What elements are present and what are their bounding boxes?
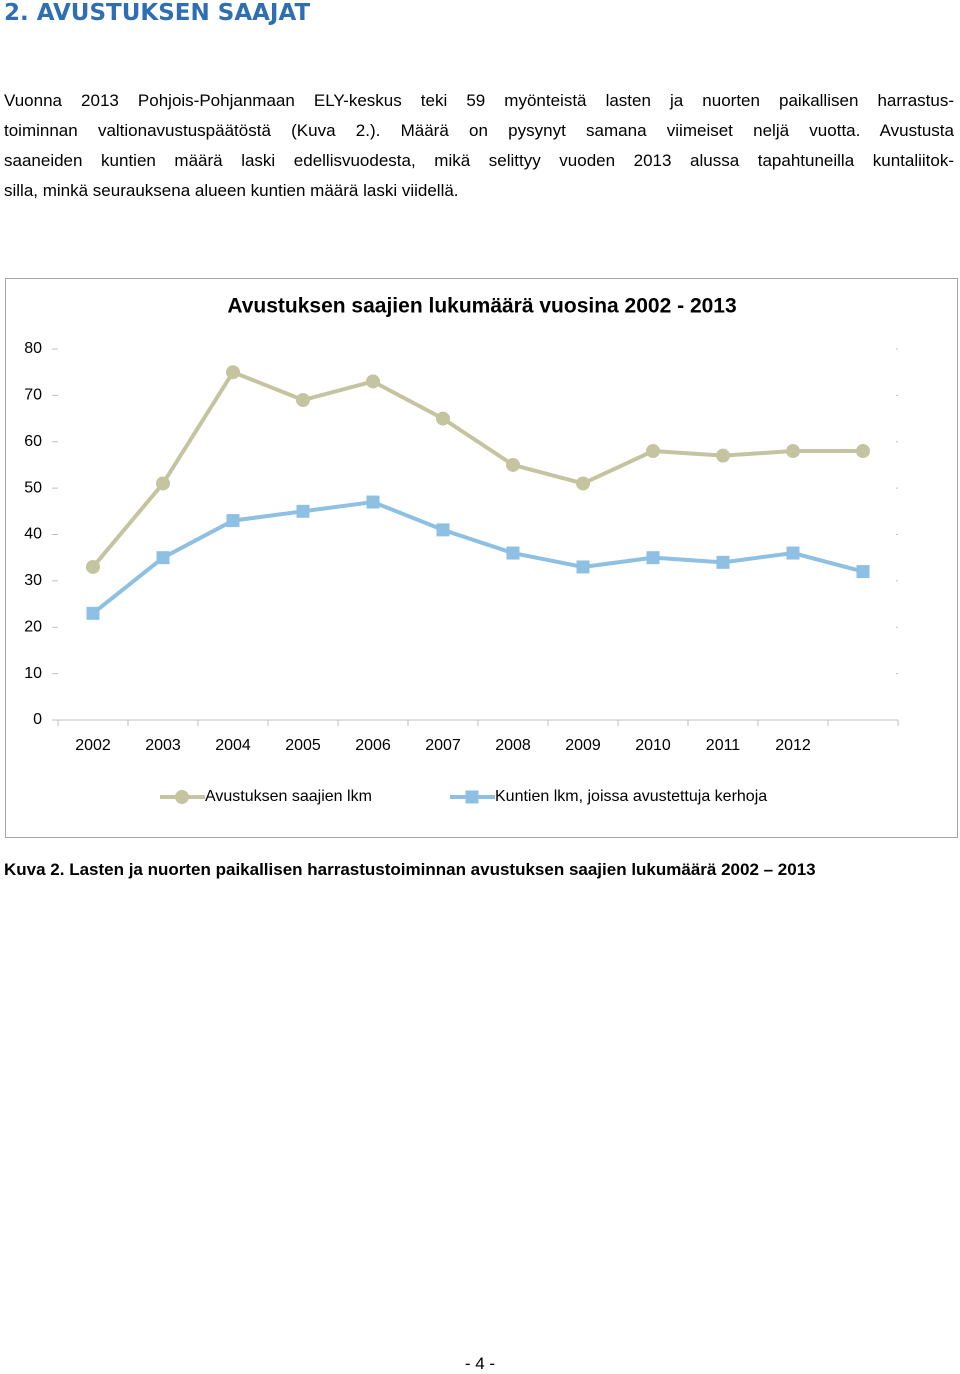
line: Vuonna 2013 Pohjois-Pohjanmaan ELY-kesku… [4,91,954,110]
data-point [786,546,800,560]
data-point [576,560,590,574]
heading: 2. AVUSTUKSEN SAAJAT [4,0,311,26]
data-point [856,444,870,459]
data-point [156,551,170,565]
data-point [506,546,520,560]
x-tick-label: 2005 [285,737,321,754]
series-line [91,369,863,569]
x-tick-label: 2012 [775,737,811,754]
data-point [296,504,310,518]
x-tick-label: 2009 [565,737,601,754]
paragraph: Vuonna 2013 Pohjois-Pohjanmaan ELY-kesku… [4,86,954,206]
data-point [576,476,590,491]
x-tick-label: 2003 [145,737,181,754]
x-tick-label: 2008 [495,737,531,754]
data-point [716,555,730,569]
legend-label: Kuntien lkm, joissa avustettuja kerhoja [495,788,767,805]
data-point [786,444,800,459]
data-point [646,551,660,565]
legend-marker [175,790,189,804]
data-point [296,393,310,408]
y-tick-label: 30 [24,572,42,589]
page-number: - 4 - [464,1354,496,1373]
chart-frame [5,278,958,838]
line: silla, minkä seurauksena alueen kuntien … [4,181,459,200]
caption: Kuva 2. Lasten ja nuorten paikallisen ha… [4,860,816,879]
series-line [91,499,864,615]
data-point [86,606,100,620]
y-tick-label: 80 [24,340,42,357]
line: saaneiden kuntien määrä laski edellisvuo… [4,151,954,170]
data-point [366,374,380,389]
x-tick-label: 2011 [706,737,741,754]
y-tick-label: 10 [24,665,42,682]
x-tick-label: 2004 [215,737,251,754]
data-point [226,365,240,380]
chart-title: Avustuksen saajien lukumäärä vuosina 200… [227,295,736,318]
data-point [716,448,730,463]
data-point [436,523,450,537]
data-point [226,514,240,528]
y-tick-label: 50 [24,479,42,496]
data-point [856,565,870,579]
y-tick-label: 40 [24,526,42,543]
data-point [366,495,380,509]
line: toiminnan valtionavustuspäätöstä (Kuva 2… [4,121,954,140]
x-tick-label: 2006 [355,737,391,754]
y-tick-label: 60 [24,433,42,450]
y-tick-label: 0 [33,711,42,728]
data-point [436,411,450,426]
x-tick-label: 2010 [635,737,671,754]
x-tick-label: 2002 [75,737,111,754]
data-point [86,559,100,574]
y-tick-label: 20 [24,618,42,635]
legend-marker [465,790,479,804]
x-tick-label: 2007 [425,737,461,754]
y-tick-label: 70 [24,387,42,404]
data-point [156,476,170,491]
data-point [506,457,520,472]
legend-label: Avustuksen saajien lkm [205,788,372,805]
data-point [646,444,660,459]
